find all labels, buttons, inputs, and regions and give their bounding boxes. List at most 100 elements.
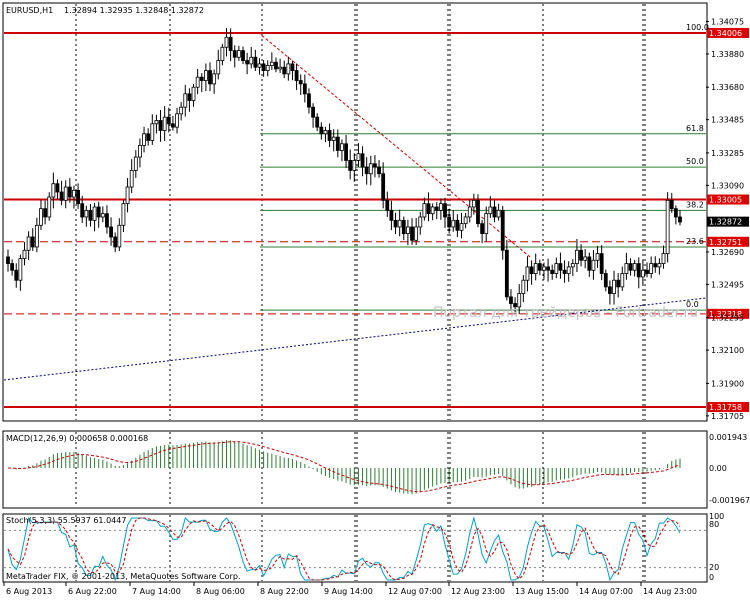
- candle-body: [261, 63, 266, 71]
- candle-body: [653, 263, 658, 268]
- candle-body: [649, 263, 654, 274]
- candle-body: [673, 208, 678, 218]
- grid: [75, 4, 646, 581]
- candle-body: [92, 206, 97, 221]
- candle-body: [298, 80, 303, 85]
- macd-signal-line: [7, 441, 681, 493]
- candle-body: [302, 83, 307, 95]
- last-price-label: 1.32872: [709, 218, 742, 227]
- candle-body: [579, 249, 583, 261]
- trend-lines: [3, 31, 707, 381]
- candle-body: [575, 249, 579, 264]
- candle-body: [583, 256, 588, 261]
- candle-body: [307, 93, 311, 108]
- candle-body: [612, 279, 616, 294]
- candle-body: [154, 120, 159, 125]
- candle-body: [381, 173, 386, 201]
- fibo-level-label: 100.0: [686, 23, 709, 32]
- candle-body: [18, 258, 23, 281]
- stoch-tick-20: 20: [709, 563, 719, 572]
- last-price-box: [707, 216, 749, 227]
- candle-body: [315, 116, 320, 128]
- x-tick-label: 7 Aug 14:00: [132, 587, 181, 596]
- candle-body: [109, 226, 113, 238]
- candle-body: [245, 60, 250, 65]
- candle-body: [191, 86, 196, 101]
- candle-body: [566, 266, 571, 274]
- macd-tick-low: -0.001967: [709, 496, 750, 505]
- candle-body: [645, 269, 649, 274]
- x-tick-label: 8 Aug 06:00: [196, 587, 245, 596]
- macd-label: MACD(12,26,9) 0.000658 0.000168: [6, 434, 148, 443]
- candle-body: [179, 106, 184, 115]
- symbol-label: EURUSD,H1: [6, 6, 53, 15]
- candle-body: [125, 186, 130, 205]
- candle-body: [327, 130, 332, 141]
- candle-body: [340, 143, 344, 151]
- candle-body: [6, 256, 10, 264]
- fibo-level-label: 61.8: [686, 124, 704, 133]
- watermark: Портал для трейдеров - Fortrader.ru: [433, 305, 698, 321]
- candle-body: [55, 183, 60, 193]
- candle-body: [471, 199, 476, 208]
- stoch-tick-80: 80: [709, 520, 719, 529]
- level-price-label: 1.31758: [709, 403, 742, 412]
- candle-body: [352, 160, 357, 171]
- candle-body: [513, 303, 517, 308]
- y-tick-label: 1.32295: [711, 314, 744, 323]
- candle-body: [484, 213, 489, 235]
- fibo-level-label: 38.2: [686, 200, 704, 209]
- candle-body: [488, 206, 493, 215]
- candle-body: [438, 203, 443, 211]
- stoch-tick-100: 100: [709, 512, 724, 521]
- x-tick-label: 6 Aug 2013: [6, 587, 52, 596]
- candle-body: [385, 199, 390, 211]
- y-tick-label: 1.33485: [711, 116, 744, 125]
- candle-body: [319, 126, 324, 135]
- candle-body: [430, 206, 435, 215]
- candle-body: [537, 263, 542, 271]
- candle-body: [665, 199, 670, 255]
- y-tick-label: 1.33880: [711, 50, 744, 59]
- y-tick-label: 1.32690: [711, 248, 744, 257]
- candle-body: [323, 130, 328, 135]
- ohlc-values: 1.32894 1.32935 1.32848 1.32872: [64, 6, 204, 15]
- candle-body: [455, 219, 460, 231]
- level-price-box: [707, 236, 749, 247]
- level-price-box: [707, 308, 749, 319]
- candle-body: [67, 186, 72, 198]
- main-panel[interactable]: [2, 2, 708, 422]
- candle-body: [138, 145, 142, 158]
- candle-body: [216, 60, 221, 75]
- candle-body: [591, 259, 596, 271]
- candle-body: [397, 219, 402, 228]
- candle-body: [80, 203, 85, 218]
- candle-body: [529, 266, 534, 274]
- candle-body: [232, 50, 237, 58]
- candle-body: [100, 213, 105, 218]
- level-price-box: [707, 194, 749, 205]
- candle-body: [476, 199, 480, 225]
- candle-body: [51, 183, 56, 198]
- candle-body: [175, 113, 179, 128]
- candles: [6, 28, 682, 315]
- price-axis: 1.34075 1.33880 1.33680 1.33485 1.33285 1.330…: [706, 17, 749, 421]
- candle-body: [10, 263, 15, 271]
- candle-body: [278, 66, 282, 70]
- candle-body: [624, 263, 629, 274]
- candle-body: [678, 216, 682, 223]
- candle-body: [422, 203, 427, 218]
- candle-body: [142, 133, 146, 146]
- candle-body: [241, 50, 245, 61]
- level-price-label: 1.32751: [709, 238, 742, 247]
- fibonacci-retracement: 100.0 61.8 50.0 38.2 23.6 0.0: [260, 23, 709, 311]
- candle-body: [657, 263, 662, 268]
- candle-body: [550, 269, 555, 274]
- level-price-box: [707, 402, 749, 413]
- y-tick-label: 1.32495: [711, 280, 744, 289]
- candle-body: [426, 203, 431, 215]
- candle-body: [47, 196, 52, 218]
- candle-body: [595, 253, 600, 261]
- candle-body: [410, 226, 414, 241]
- stoch-series: [4, 516, 706, 582]
